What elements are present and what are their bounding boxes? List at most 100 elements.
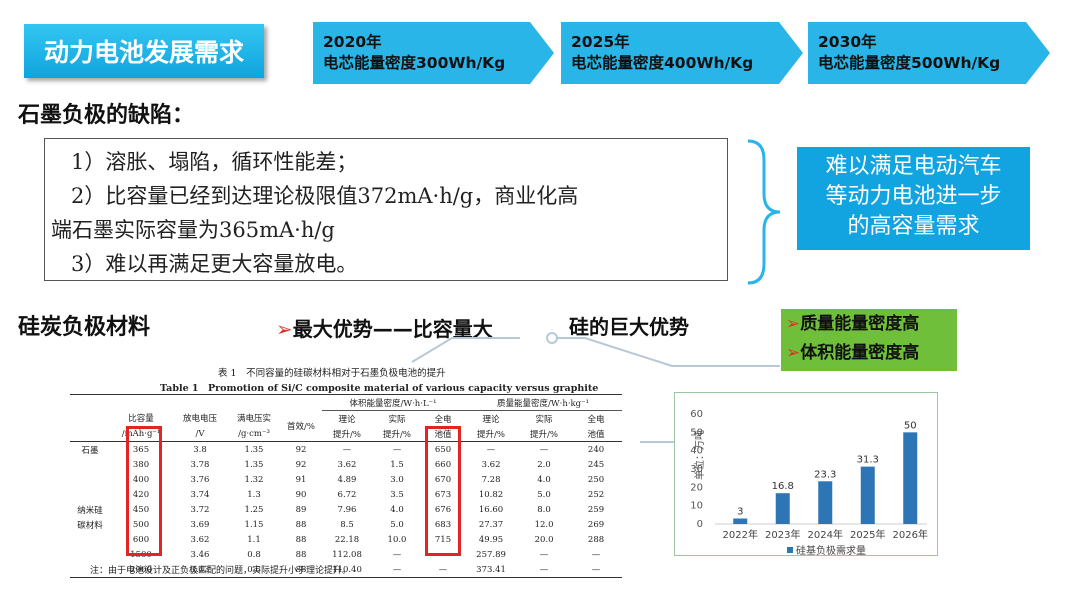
column-header-unit: /V — [195, 428, 205, 439]
bar — [818, 481, 833, 524]
table-row: 2000 3.43 0.6 88 110.40 — — 373.41 — — — [70, 562, 623, 578]
table-cell: 4.89 — [337, 474, 357, 485]
data-label: 16.8 — [772, 481, 794, 492]
table-cell: 8.5 — [340, 519, 354, 530]
table-cell: 7.96 — [337, 504, 357, 515]
table-cell: 7.28 — [481, 474, 501, 485]
table-cell: 112.08 — [332, 549, 362, 560]
table-cell: 420 — [132, 489, 150, 500]
data-label: 23.3 — [814, 469, 836, 480]
table-cell: — — [591, 564, 601, 575]
table-row: 石墨 365 3.8 1.35 92 — — 650 — — 240 — [70, 442, 622, 458]
table-cell: 3.62 — [190, 534, 210, 545]
column-header: 满电压实 — [236, 414, 271, 425]
table-cell: 6.72 — [337, 489, 357, 500]
defect-line: 3）难以再满足更大容量放电。 — [71, 252, 358, 276]
column-header: 实际 — [535, 414, 553, 425]
table-row: 400 3.76 1.32 91 4.89 3.0 670 7.28 4.0 250 — [70, 472, 622, 487]
column-header: 全电 — [434, 414, 452, 425]
table-cell: 240 — [587, 444, 605, 455]
advantage-item: ➢质量能量密度高 — [786, 314, 920, 334]
table-cell: 88 — [295, 549, 307, 560]
table-cell: 1.35 — [244, 459, 264, 470]
table-cell: 88 — [295, 534, 307, 545]
arrow-bullet-icon: ➢ — [786, 343, 801, 363]
table-cell: 676 — [434, 504, 452, 515]
defect-line: 2）比容量已经到达理论极限值372mA·h/g，商业化高 — [71, 184, 579, 208]
table-cell: 16.60 — [478, 504, 504, 515]
table-cell: 3.5 — [390, 489, 404, 500]
table-cell: 250 — [587, 474, 605, 485]
bar — [733, 518, 748, 524]
table-cell: — — [591, 549, 601, 560]
page-title: 动力电池发展需求 — [24, 24, 264, 78]
table-cell: 3.69 — [190, 519, 210, 530]
table-cell: 10.82 — [478, 489, 504, 500]
arrow-bullet-icon: ➢ — [276, 317, 293, 341]
table-cell: 2000 — [130, 564, 152, 575]
table-cell: 3.8 — [193, 444, 207, 455]
column-group-header: 体积能量密度/W·h·L⁻¹ — [322, 394, 465, 411]
demand-chart: 0 10 20 30 40 50 60 3 2022年 16.8 2023年 23.3 2024年 31.… — [674, 392, 938, 557]
column-header: 理论 — [482, 414, 500, 425]
y-tick-label: 20 — [690, 482, 703, 493]
column-header: 全电 — [587, 414, 605, 425]
column-group-header: 质量能量密度/W·h·kg⁻¹ — [464, 394, 623, 411]
table-cell: 683 — [434, 519, 452, 530]
table-cell: 257.89 — [476, 549, 506, 560]
y-tick-label: 40 — [690, 446, 703, 457]
table-cell: 49.95 — [478, 534, 504, 545]
row-label — [70, 472, 110, 487]
x-tick-label: 2023年 — [765, 528, 800, 541]
table-cell: 373.41 — [476, 564, 506, 575]
defects-box: 1）溶胀、塌陷，循环性能差； 2）比容量已经到达理论极限值372mA·h/g，商… — [44, 138, 728, 281]
column-header-unit: /g·cm⁻³ — [238, 428, 270, 439]
table-cell: 92 — [295, 459, 307, 470]
table-cell: — — [342, 444, 352, 455]
highlight-capacity-column — [126, 426, 162, 556]
table-cell: 1.25 — [244, 504, 264, 515]
table-cell: 673 — [434, 489, 452, 500]
column-header: 放电电压 — [182, 414, 217, 425]
table-cell: 600 — [132, 534, 150, 545]
table-cell: 90 — [295, 489, 307, 500]
row-label: 碳材料 — [77, 520, 103, 531]
column-header-unit: /mAh·g⁻¹ — [121, 428, 161, 439]
highlight-cell-value-column — [425, 426, 461, 556]
table-cell: 88 — [295, 564, 307, 575]
milestone-year: 2020年 — [323, 33, 382, 51]
table-cell: — — [539, 444, 549, 455]
table-cell: 269 — [587, 519, 605, 530]
milestone-2025: 2025年 电芯能量密度400Wh/Kg — [561, 22, 803, 84]
table-cell: 92 — [295, 444, 307, 455]
row-label — [70, 547, 110, 562]
table-cell: 4.0 — [390, 504, 404, 515]
conclusion-box: 难以满足电动汽车 等动力电池进一步 的高容量需求 — [797, 147, 1030, 250]
column-header-unit: 提升/% — [530, 429, 558, 440]
y-tick-label: 30 — [690, 464, 703, 475]
row-label — [70, 487, 110, 502]
table-cell: 22.18 — [334, 534, 360, 545]
bar — [903, 432, 918, 524]
table-cell: 1.15 — [244, 519, 264, 530]
table-cell: 0.6 — [247, 564, 261, 575]
table-row: 380 3.78 1.35 92 3.62 1.5 660 3.62 2.0 245 — [70, 457, 622, 472]
milestone-2030: 2030年 电芯能量密度500Wh/Kg — [808, 22, 1050, 84]
table-cell: 110.40 — [332, 564, 362, 575]
milestone-year: 2030年 — [818, 33, 877, 51]
table-cell: 660 — [434, 459, 452, 470]
x-tick-label: 2025年 — [850, 528, 885, 541]
defects-heading: 石墨负极的缺陷： — [18, 103, 195, 128]
milestone-2020: 2020年 电芯能量密度300Wh/Kg — [313, 22, 554, 84]
x-tick-label: 2022年 — [723, 528, 758, 541]
demand-chart-svg: 0 10 20 30 40 50 60 3 2022年 16.8 2023年 23.3 2024年 31.… — [690, 409, 928, 557]
table-cell: — — [539, 549, 549, 560]
table-cell: — — [539, 564, 549, 575]
advantage-item: ➢体积能量密度高 — [786, 343, 920, 363]
sic-heading: 硅炭负极材料 — [18, 315, 151, 340]
data-label: 50 — [904, 420, 917, 431]
silicon-advantages-box: ➢质量能量密度高 ➢体积能量密度高 — [781, 309, 957, 371]
table-note: 注：由于电池设计及正负极匹配的问题，实际提升小于理论提升。 — [90, 566, 352, 576]
table-cell: 670 — [434, 474, 452, 485]
y-axis-label: 单位：万吨 — [693, 430, 706, 480]
